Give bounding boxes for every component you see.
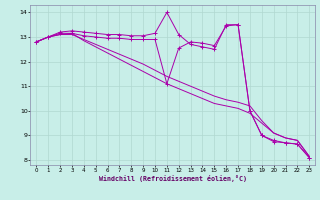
X-axis label: Windchill (Refroidissement éolien,°C): Windchill (Refroidissement éolien,°C)	[99, 175, 247, 182]
